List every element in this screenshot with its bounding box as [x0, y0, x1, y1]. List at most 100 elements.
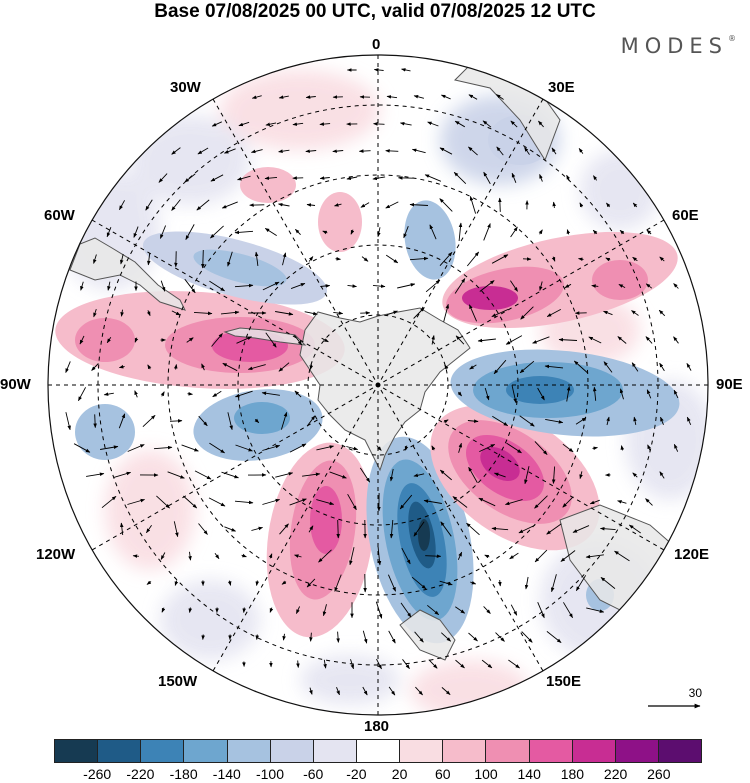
wind-vector [212, 390, 222, 398]
wind-vector [106, 227, 112, 238]
wind-vector [385, 149, 399, 153]
wind-vector [322, 604, 327, 617]
registered-mark: ® [728, 34, 736, 43]
wind-vector [65, 361, 71, 374]
wind-vector [454, 278, 466, 294]
wind-vector [413, 473, 425, 478]
wind-vector [210, 174, 224, 182]
wind-vector [308, 525, 314, 533]
wind-vector [646, 229, 652, 235]
wind-vector [423, 499, 442, 504]
lon-label-60w: 60W [44, 207, 75, 224]
wind-vector [631, 362, 639, 372]
wind-vector [173, 521, 179, 538]
wind-vector [439, 580, 453, 586]
wind-vector [119, 522, 124, 536]
brand-text: MODES [620, 34, 728, 58]
wind-vector [306, 203, 316, 207]
wind-vector [146, 580, 152, 585]
wind-vector [444, 364, 449, 370]
wind-vector [73, 443, 91, 453]
wind-vector [603, 361, 613, 373]
colorbar-swatch [227, 740, 271, 762]
wind-vector [292, 122, 304, 126]
wind-vector [599, 526, 616, 531]
wind-vector [524, 576, 529, 590]
colorbar-tick-label: 60 [435, 766, 451, 782]
wind-vector [578, 257, 584, 262]
wind-vector [439, 469, 452, 481]
wind-vector [334, 574, 342, 592]
wind-vector [156, 495, 170, 509]
wind-vector [413, 307, 425, 319]
wind-vector [428, 659, 438, 669]
wind-vector [606, 416, 610, 426]
wind-vector [455, 606, 466, 614]
wind-vector [458, 442, 462, 453]
wind-vector [187, 392, 193, 396]
wind-vector [415, 686, 423, 696]
wind-vector [519, 415, 535, 427]
wind-vector [235, 444, 253, 452]
wind-vector [575, 575, 587, 592]
wind-vector [194, 470, 212, 480]
wind-vector [468, 146, 478, 156]
wind-vector [469, 195, 477, 214]
wind-vector [373, 68, 384, 72]
wind-vector [439, 198, 453, 212]
lon-label-90e: 90E [716, 376, 743, 393]
wind-vector [455, 659, 465, 669]
colorbar-swatch [443, 740, 487, 762]
wind-vector [537, 387, 545, 401]
colorbar-tick-label: 100 [474, 766, 498, 782]
wind-vector [404, 445, 409, 451]
wind-vector [169, 419, 183, 423]
wind-vector [278, 95, 289, 99]
wind-vector [350, 659, 355, 670]
wind-vector [318, 549, 332, 563]
wind-vector [198, 523, 208, 535]
wind-vector [255, 634, 259, 640]
wind-vector [234, 283, 254, 288]
wind-vector [198, 415, 208, 427]
colorbar-tick-label: 20 [391, 766, 408, 782]
wind-vector [295, 228, 301, 236]
wind-vector [237, 175, 251, 181]
wind-vector [309, 632, 313, 642]
lon-label-0: 0 [372, 36, 381, 53]
wind-vector [646, 389, 652, 399]
wind-vector [482, 120, 492, 128]
wind-vector [427, 604, 440, 616]
wind-vector [386, 310, 398, 316]
wind-vector [196, 199, 210, 211]
colorbar-tick-label: 180 [560, 766, 585, 782]
wind-vector [361, 256, 369, 262]
colorbar-swatch [400, 740, 444, 762]
wind-vector [241, 553, 247, 558]
wind-vector [316, 499, 335, 506]
wind-vector [275, 472, 294, 478]
wind-vector [295, 606, 301, 615]
wind-vector [468, 466, 478, 484]
wind-vector [495, 632, 505, 642]
wind-vector [458, 222, 463, 242]
wind-vector [234, 390, 253, 398]
colorbar-tick-label: -260 [83, 766, 112, 782]
map-disc [48, 55, 708, 715]
wind-vector [388, 630, 396, 644]
wind-vector [234, 230, 254, 235]
wind-vector [628, 524, 641, 534]
wind-vector [564, 283, 572, 289]
wind-vector [645, 336, 653, 344]
lon-label-90w: 90W [0, 376, 31, 393]
wind-vector [552, 201, 556, 208]
wind-vector [551, 256, 556, 262]
colorbar-tick-label: -180 [169, 766, 198, 782]
wind-vector [236, 336, 252, 344]
wind-vector [282, 252, 287, 266]
wind-vector [106, 336, 112, 344]
wind-vector [86, 472, 105, 477]
wind-vector [227, 580, 232, 586]
wind-vector [275, 311, 294, 316]
wind-vector [221, 471, 239, 479]
